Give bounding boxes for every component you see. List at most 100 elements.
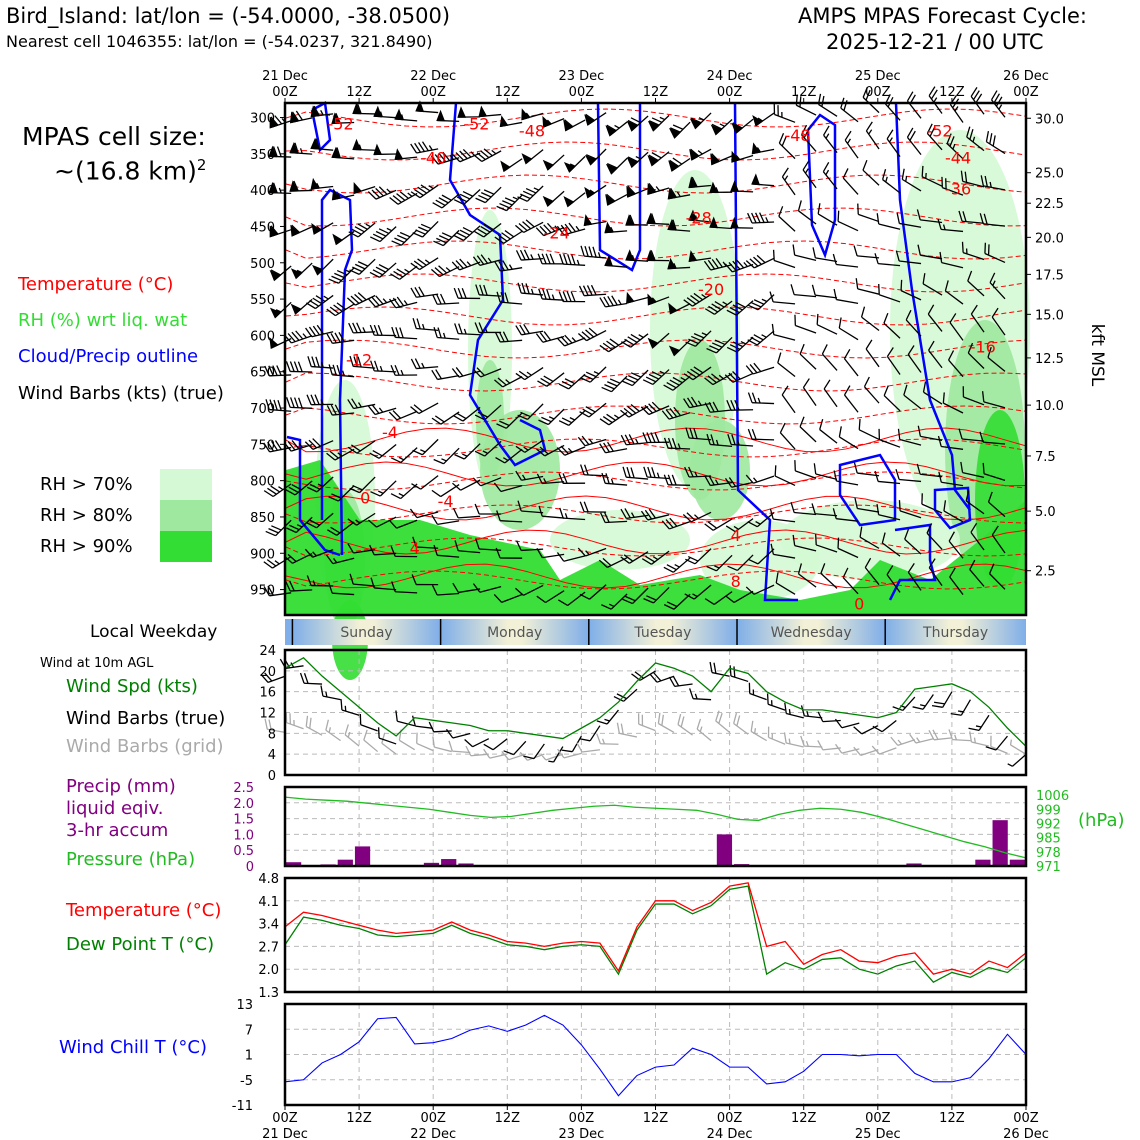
bottom-hour-label: 12Z	[495, 1111, 521, 1126]
precip-legend-2: liquid eqiv.	[66, 798, 164, 819]
wind-barb-true	[596, 709, 619, 725]
wind-barb	[725, 590, 754, 604]
precip-bar	[354, 846, 371, 866]
wind-barb	[472, 477, 502, 487]
wind-barb	[725, 518, 754, 533]
wind-barb-true	[428, 721, 452, 733]
wind-barb	[353, 182, 376, 195]
wind-barb	[646, 212, 670, 225]
wind-barb	[409, 508, 439, 519]
wind-barb	[542, 190, 565, 207]
wind-barb	[822, 162, 838, 190]
wind-barb	[667, 218, 691, 232]
wind-barb	[704, 518, 733, 531]
wind-barb	[289, 110, 313, 124]
wind-barb	[457, 106, 481, 118]
wind-barb-grid	[596, 733, 619, 745]
wind-barb	[900, 279, 922, 301]
windchill-line	[284, 1014, 1027, 1097]
wind-barb	[453, 225, 481, 241]
rh-shading	[780, 500, 960, 580]
windchill-tick-label: 1	[245, 1049, 253, 1064]
wind-barb	[864, 557, 880, 586]
wind-barb	[989, 272, 1006, 300]
wind-barb	[727, 434, 754, 447]
wind-barb	[556, 445, 586, 456]
wind-barb	[390, 483, 418, 500]
pressure-unit-label: (hPa)	[1078, 810, 1125, 831]
pressure-tick-label: 550	[250, 293, 275, 308]
top-hour-label: 12Z	[346, 85, 372, 100]
wind-barb	[704, 401, 733, 413]
kft-tick-label: 7.5	[1035, 450, 1056, 465]
precip-bar	[458, 863, 474, 866]
wind-barb	[584, 112, 607, 126]
wind-barb	[348, 222, 376, 238]
wind-barb	[771, 323, 796, 341]
wind-barb	[779, 422, 796, 450]
precip-bar	[992, 820, 1008, 866]
wind-barb	[348, 322, 376, 334]
wind-barb-true	[320, 685, 341, 701]
top-hour-label: 00Z	[420, 85, 446, 100]
rh-shading	[480, 410, 560, 530]
wind-barb	[579, 501, 607, 513]
wind-barb	[942, 392, 964, 414]
wind-panel-frame	[283, 648, 1028, 777]
bottom-hour-label: 00Z	[420, 1111, 446, 1126]
wind-barb	[451, 258, 481, 271]
wind-barb	[605, 193, 628, 206]
wind-barb	[853, 245, 880, 259]
wind-barb	[579, 584, 607, 600]
cell-size-value: ~(16.8 km)2	[54, 156, 207, 186]
wind-barb	[391, 326, 418, 340]
legend-temperature: Temperature (°C)	[18, 274, 174, 295]
wind-barb	[601, 375, 628, 393]
wind-barb	[724, 477, 754, 488]
wind-barb	[517, 185, 544, 202]
pressure-tick-label: 700	[250, 402, 275, 417]
wind-barb	[948, 350, 964, 378]
wind-barb	[494, 331, 523, 343]
wind-barb-grid	[750, 720, 767, 742]
wind-barb	[646, 249, 670, 262]
isotherm-line	[285, 495, 1027, 521]
wind-tick-label: 24	[259, 644, 276, 659]
wind-barb	[883, 385, 901, 412]
wind-barb-true	[668, 676, 693, 688]
wind-barb	[515, 366, 544, 381]
wind-barb	[599, 441, 628, 454]
wind-barb	[906, 91, 922, 119]
wind-barb	[857, 203, 880, 223]
precip-bar	[423, 862, 440, 866]
wind-barb	[769, 291, 796, 305]
wind-barb	[394, 148, 418, 161]
wind-barb	[269, 301, 292, 319]
wind-barb	[286, 516, 313, 534]
wind-barb-grid	[715, 710, 731, 733]
wind-barb	[811, 284, 838, 299]
wind-barb-grid	[817, 740, 841, 751]
wind-barb	[577, 547, 607, 557]
wind-barb	[496, 194, 523, 212]
wind-barb	[842, 567, 859, 595]
wind-barb	[799, 416, 817, 443]
wind-barb	[478, 105, 502, 118]
kft-tick-label: 17.5	[1035, 268, 1064, 283]
wind-barb	[991, 307, 1006, 336]
wind-barb	[781, 385, 796, 414]
wind-barb-grid	[948, 729, 971, 742]
wind-barb	[823, 379, 838, 408]
wind-barb	[688, 209, 712, 223]
wind-barb	[306, 476, 334, 493]
cell-size-label: MPAS cell size:	[22, 122, 206, 151]
wind-barb-true	[649, 672, 675, 683]
wind-barb	[558, 373, 586, 390]
wind-barb	[747, 548, 775, 565]
wind-barb	[625, 214, 649, 226]
rh90-label: RH > 90%	[40, 536, 133, 557]
wind-barb	[812, 247, 838, 263]
wind-barb	[473, 148, 502, 163]
wind-barb	[453, 287, 481, 300]
wind-barb	[390, 546, 418, 558]
